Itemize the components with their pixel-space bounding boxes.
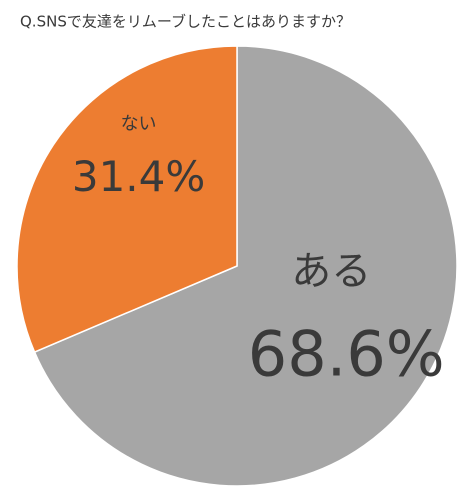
pie-slice (16, 45, 238, 354)
value-label: 68.6% (248, 318, 445, 391)
slice-label: ある (291, 248, 371, 294)
value-label: 31.4% (72, 152, 205, 201)
chart-title: Q.SNSで友達をリムーブしたことはありますか？ (20, 13, 351, 31)
pie-slice (33, 45, 458, 487)
slice-label: ない (121, 113, 157, 134)
